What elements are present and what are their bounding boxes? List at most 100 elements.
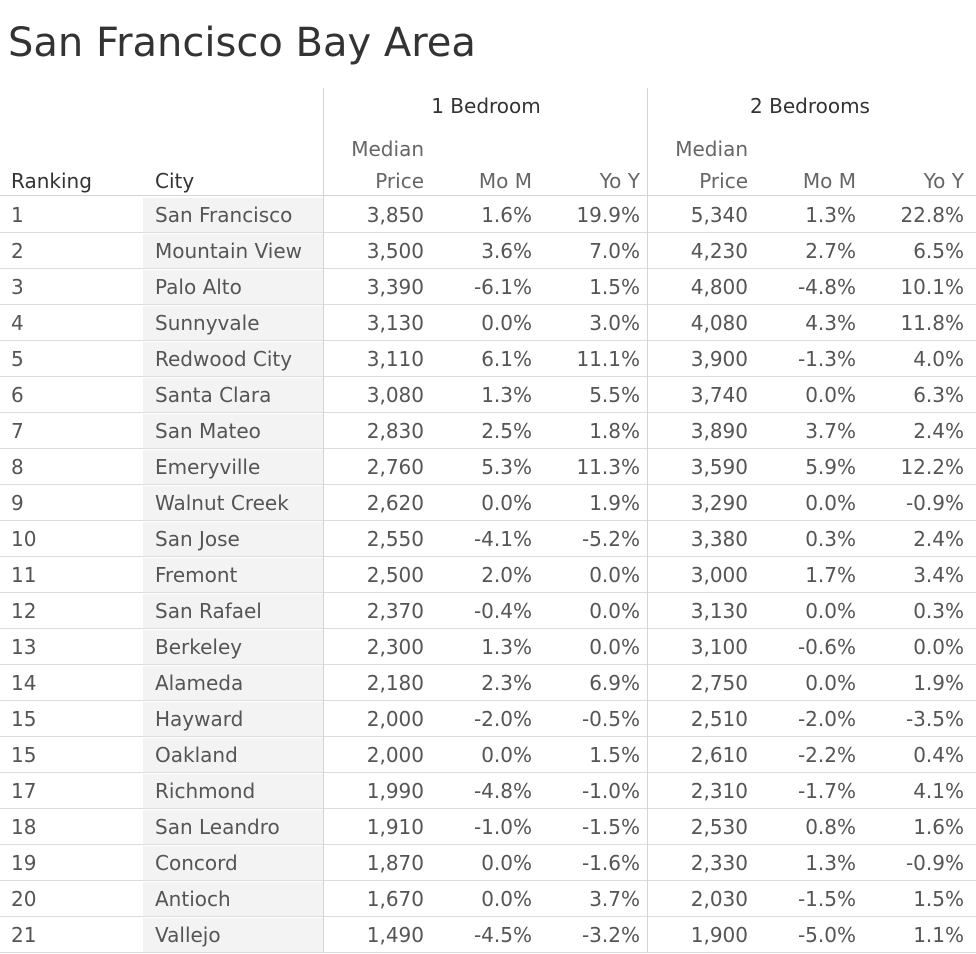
cell-1br-mom: -4.5%	[473, 923, 532, 947]
cell-2br-yoy: -0.9%	[905, 851, 964, 875]
row-divider	[0, 520, 976, 521]
row-divider	[0, 916, 976, 917]
cell-1br-mom: 5.3%	[481, 455, 532, 479]
table-row: 7 San Mateo 2,830 2.5% 1.8% 3,890 3.7% 2.4%	[0, 413, 976, 449]
city-band	[143, 378, 324, 413]
cell-1br-mom: -1.0%	[473, 815, 532, 839]
cell-rank: 15	[11, 707, 37, 731]
row-divider	[0, 556, 976, 557]
cell-1br-mom: 1.3%	[481, 383, 532, 407]
table-row: 11 Fremont 2,500 2.0% 0.0% 3,000 1.7% 3.4%	[0, 557, 976, 593]
cell-1br-price: 3,850	[366, 203, 424, 227]
header-city: City	[155, 169, 195, 193]
page-title: San Francisco Bay Area	[8, 20, 476, 66]
cell-city: San Francisco	[155, 203, 293, 227]
cell-rank: 17	[11, 779, 37, 803]
cell-1br-yoy: 6.9%	[589, 671, 640, 695]
city-band	[143, 522, 324, 557]
cell-2br-price: 2,510	[690, 707, 748, 731]
cell-1br-yoy: 11.3%	[576, 455, 640, 479]
table-row: 18 San Leandro 1,910 -1.0% -1.5% 2,530 0.8% 1.6…	[0, 809, 976, 845]
cell-1br-yoy: -1.6%	[581, 851, 640, 875]
cell-1br-price: 2,500	[366, 563, 424, 587]
cell-1br-mom: 6.1%	[481, 347, 532, 371]
cell-1br-mom: 0.0%	[481, 311, 532, 335]
row-divider	[0, 664, 976, 665]
cell-rank: 21	[11, 923, 37, 947]
header-yoy-2: Yo Y	[923, 169, 964, 193]
table-row: 6 Santa Clara 3,080 1.3% 5.5% 3,740 0.0% 6.3%	[0, 377, 976, 413]
cell-city: Oakland	[155, 743, 238, 767]
cell-1br-mom: -4.8%	[473, 779, 532, 803]
table-row: 15 Oakland 2,000 0.0% 1.5% 2,610 -2.2% 0.4%	[0, 737, 976, 773]
row-divider	[0, 195, 976, 196]
cell-2br-price: 2,750	[690, 671, 748, 695]
cell-2br-yoy: 3.4%	[913, 563, 964, 587]
table-row: 13 Berkeley 2,300 1.3% 0.0% 3,100 -0.6% 0.0%	[0, 629, 976, 665]
cell-1br-mom: -6.1%	[473, 275, 532, 299]
cell-1br-mom: -0.4%	[473, 599, 532, 623]
cell-1br-yoy: 1.8%	[589, 419, 640, 443]
city-band	[143, 306, 324, 341]
cell-1br-yoy: 0.0%	[589, 635, 640, 659]
cell-rank: 5	[11, 347, 24, 371]
cell-rank: 1	[11, 203, 24, 227]
row-divider	[0, 448, 976, 449]
cell-1br-price: 2,550	[366, 527, 424, 551]
cell-1br-price: 2,180	[366, 671, 424, 695]
cell-1br-mom: -4.1%	[473, 527, 532, 551]
city-band	[143, 270, 324, 305]
row-divider	[0, 376, 976, 377]
header-price-2: Price	[699, 169, 748, 193]
cell-city: Alameda	[155, 671, 244, 695]
cell-2br-price: 4,800	[690, 275, 748, 299]
cell-2br-mom: 0.0%	[805, 671, 856, 695]
cell-2br-yoy: 2.4%	[913, 419, 964, 443]
cell-2br-price: 3,000	[690, 563, 748, 587]
city-band	[143, 882, 324, 917]
cell-city: Berkeley	[155, 635, 243, 659]
table-row: 5 Redwood City 3,110 6.1% 11.1% 3,900 -1.3% 4.0…	[0, 341, 976, 377]
cell-city: Richmond	[155, 779, 256, 803]
table-row: 14 Alameda 2,180 2.3% 6.9% 2,750 0.0% 1.9%	[0, 665, 976, 701]
cell-2br-yoy: 4.0%	[913, 347, 964, 371]
row-divider	[0, 592, 976, 593]
city-band	[143, 450, 324, 485]
cell-city: Redwood City	[155, 347, 293, 371]
row-divider	[0, 304, 976, 305]
cell-1br-yoy: 5.5%	[589, 383, 640, 407]
header-median-1: Median	[351, 137, 424, 161]
cell-1br-yoy: -3.2%	[581, 923, 640, 947]
header-price-1: Price	[375, 169, 424, 193]
cell-2br-yoy: 1.6%	[913, 815, 964, 839]
cell-rank: 2	[11, 239, 24, 263]
cell-1br-yoy: 11.1%	[576, 347, 640, 371]
cell-rank: 12	[11, 599, 37, 623]
cell-2br-price: 2,310	[690, 779, 748, 803]
cell-1br-yoy: 1.5%	[589, 743, 640, 767]
cell-2br-mom: 1.7%	[805, 563, 856, 587]
cell-1br-mom: 2.3%	[481, 671, 532, 695]
cell-2br-yoy: 11.8%	[900, 311, 964, 335]
cell-1br-price: 3,080	[366, 383, 424, 407]
table-row: 4 Sunnyvale 3,130 0.0% 3.0% 4,080 4.3% 11.8%	[0, 305, 976, 341]
cell-1br-yoy: -1.0%	[581, 779, 640, 803]
cell-city: San Jose	[155, 527, 240, 551]
cell-2br-price: 4,230	[690, 239, 748, 263]
cell-1br-yoy: 1.5%	[589, 275, 640, 299]
cell-2br-price: 3,890	[690, 419, 748, 443]
cell-city: Sunnyvale	[155, 311, 260, 335]
cell-2br-price: 1,900	[690, 923, 748, 947]
cell-rank: 3	[11, 275, 24, 299]
city-band	[143, 774, 324, 809]
cell-1br-yoy: 7.0%	[589, 239, 640, 263]
cell-2br-yoy: 6.5%	[913, 239, 964, 263]
cell-1br-price: 1,670	[366, 887, 424, 911]
cell-2br-price: 3,100	[690, 635, 748, 659]
cell-2br-price: 4,080	[690, 311, 748, 335]
cell-city: Emeryville	[155, 455, 261, 479]
city-band	[143, 918, 324, 953]
cell-2br-price: 3,290	[690, 491, 748, 515]
city-band	[143, 558, 324, 593]
cell-1br-price: 1,910	[366, 815, 424, 839]
